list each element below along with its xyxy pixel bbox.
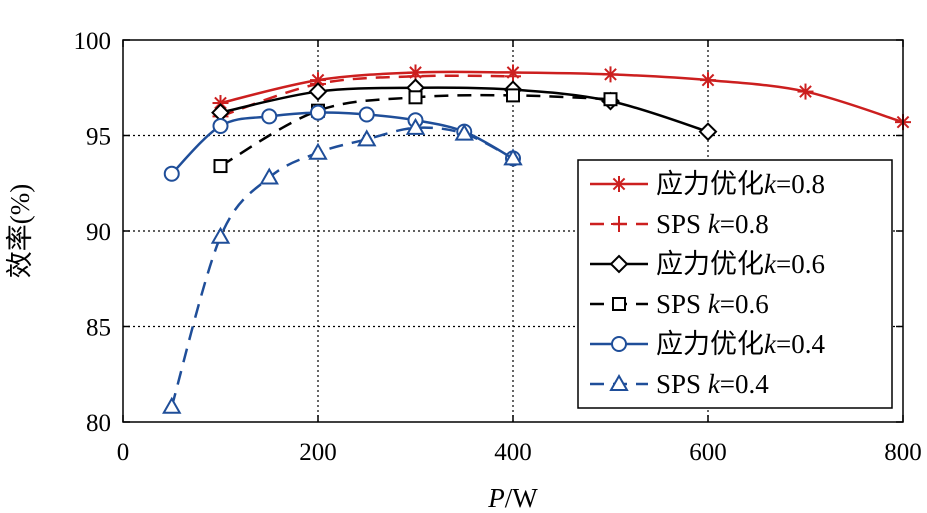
data-point [454, 123, 474, 141]
series-5 [162, 117, 523, 414]
legend-item: SPS k=0.8 [590, 209, 769, 239]
legend-marker [609, 254, 629, 274]
y-tick-label: 90 [86, 219, 111, 246]
x-tick-label: 600 [689, 439, 727, 466]
legend-item: SPS k=0.6 [590, 289, 769, 319]
data-point [602, 66, 619, 83]
x-axis-label-unit: /W [505, 483, 539, 513]
asterisk-stroke [701, 73, 715, 87]
series-group [162, 64, 911, 414]
legend-label-k: k [708, 369, 721, 399]
data-point [308, 82, 328, 101]
data-point [212, 95, 229, 112]
data-point [358, 106, 375, 123]
legend-label: SPS k=0.6 [656, 289, 769, 319]
data-point [700, 72, 716, 89]
legend-label: SPS k=0.4 [656, 369, 769, 399]
ticks: 0 200 400 600 800 80 85 90 95 100 [74, 28, 922, 466]
data-point [210, 226, 231, 244]
legend-label-k: k [708, 209, 721, 239]
data-point [212, 117, 229, 134]
legend-label-prefix: 应力优化 [656, 249, 764, 279]
data-point [162, 396, 182, 414]
legend-box [577, 159, 893, 409]
legend-label-k: k [764, 249, 777, 279]
legend-label-suffix: =0.4 [720, 369, 769, 399]
y-tick-label: 80 [86, 410, 111, 437]
data-point [357, 129, 377, 147]
data-point [310, 104, 326, 121]
y-tick-label: 100 [74, 28, 112, 55]
series-line [220, 86, 709, 133]
legend-label-suffix: =0.8 [720, 209, 769, 239]
legend-marker [609, 373, 629, 391]
data-point [405, 117, 426, 135]
data-point [698, 122, 718, 142]
asterisk-stroke [604, 68, 617, 81]
data-point [408, 90, 423, 105]
x-tick-label: 200 [299, 439, 337, 466]
legend-label-suffix: =0.6 [776, 249, 825, 279]
legend-item: 应力优化k=0.4 [590, 329, 825, 359]
x-axis-label: P/W [487, 483, 538, 513]
legend-label-k: k [708, 289, 721, 319]
data-point [797, 83, 814, 100]
legend-label: 应力优化k=0.8 [656, 169, 825, 199]
legend-label-prefix: SPS [656, 289, 708, 319]
legend-item: 应力优化k=0.8 [590, 169, 825, 199]
legend-label-suffix: =0.8 [776, 169, 825, 199]
asterisk-stroke [214, 96, 227, 110]
data-point [506, 88, 520, 103]
legend-label: 应力优化k=0.6 [656, 249, 825, 279]
data-point [259, 167, 279, 185]
legend-label: 应力优化k=0.4 [656, 329, 825, 359]
x-tick-label: 400 [494, 439, 532, 466]
y-tick-label: 85 [86, 315, 111, 342]
y-tick-label: 95 [86, 124, 111, 151]
series-line [170, 126, 514, 408]
legend-item: 应力优化k=0.6 [590, 249, 825, 279]
legend-label-suffix: =0.6 [720, 289, 769, 319]
legend-label-k: k [764, 329, 777, 359]
legend-item: SPS k=0.4 [590, 369, 769, 399]
data-point [213, 159, 228, 174]
legend-marker [612, 297, 626, 311]
data-point [261, 108, 278, 125]
y-axis-label: 效率(%) [5, 184, 35, 278]
legend-marker [611, 216, 627, 232]
legend-label-prefix: 应力优化 [656, 329, 764, 359]
data-point [603, 92, 618, 107]
data-point [503, 148, 523, 166]
legend-label-prefix: 应力优化 [656, 169, 764, 199]
legend-label-k: k [764, 169, 777, 199]
data-point [163, 165, 180, 182]
legend-label-prefix: SPS [656, 369, 708, 399]
asterisk-stroke [799, 85, 812, 98]
asterisk-stroke [612, 177, 626, 191]
legend-marker [611, 176, 627, 192]
legend-marker [611, 336, 627, 352]
legend-label: SPS k=0.8 [656, 209, 769, 239]
data-point [308, 142, 328, 160]
x-tick-label: 800 [884, 439, 922, 466]
legend-label-prefix: SPS [656, 209, 708, 239]
series-line [220, 74, 514, 118]
x-axis-label-var: P [487, 483, 505, 513]
x-tick-label: 0 [117, 439, 130, 466]
legend-label-suffix: =0.4 [776, 329, 825, 359]
